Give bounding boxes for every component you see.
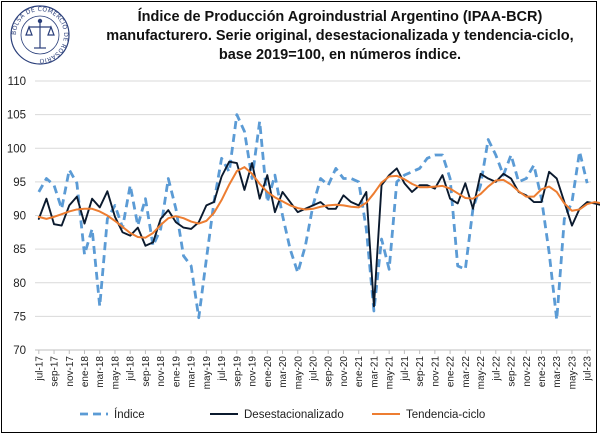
legend-label: Tendencia-ciclo [406, 409, 485, 421]
x-tick-label: sep-17 [50, 356, 61, 387]
x-tick-label: ene-18 [80, 356, 91, 388]
y-tick-label: 95 [13, 177, 26, 189]
series-lines [37, 113, 600, 322]
series-line-desestacionalizado [37, 160, 600, 308]
y-tick-label: 110 [8, 76, 26, 88]
chart-title-line-1: Índice de Producción Agroindustrial Arge… [137, 9, 543, 25]
x-tick-label: may-19 [202, 356, 213, 390]
x-tick-label: nov-20 [339, 356, 350, 387]
y-axis: 70 75 80 85 90 95 100 105 110 [7, 76, 26, 357]
x-tick-label: jul-22 [491, 356, 502, 382]
y-tick-label: 100 [7, 143, 26, 155]
x-tick-label: sep-19 [232, 356, 243, 387]
legend-label: Desestacionalizado [244, 409, 344, 421]
x-tick-label: may-22 [476, 356, 487, 390]
x-tick-label: ene-20 [263, 356, 274, 388]
chart-title: Índice de Producción Agroindustrial Arge… [90, 8, 590, 65]
x-tick-label: nov-21 [430, 356, 441, 387]
series-line--ndice [37, 113, 589, 322]
y-tick-label: 105 [7, 110, 26, 122]
x-tick-label: ene-22 [446, 356, 457, 388]
x-tick-label: ene-19 [171, 356, 182, 388]
x-tick-label: sep-22 [507, 356, 518, 387]
x-tick-label: jul-17 [34, 356, 45, 382]
x-tick-label: jul-18 [126, 356, 137, 382]
x-tick-label: mar-21 [369, 356, 380, 388]
legend: Índice Desestacionalizado Tendencia-ciclo [80, 408, 485, 421]
scales-of-justice-icon [25, 18, 55, 49]
x-tick-label: mar-23 [552, 356, 563, 388]
y-tick-label: 90 [13, 211, 26, 223]
series-line-tendencia-ciclo [37, 166, 600, 239]
x-tick-label: may-21 [385, 356, 396, 390]
x-tick-label: may-18 [110, 356, 121, 390]
x-tick-label: ene-23 [537, 356, 548, 388]
x-tick-label: mar-22 [461, 356, 472, 388]
x-tick-label: jul-20 [309, 356, 320, 382]
x-tick-label: mar-20 [278, 356, 289, 388]
x-tick-label: sep-20 [324, 356, 335, 387]
x-tick-label: may-23 [567, 356, 578, 390]
bolsa-de-comercio-logo: BOLSA DE COMERCIO DE ROSARIO [10, 5, 70, 65]
x-tick-label: mar-19 [187, 356, 198, 388]
x-tick-label: sep-21 [415, 356, 426, 387]
x-tick-label: nov-17 [65, 356, 76, 387]
y-tick-label: 85 [13, 244, 26, 256]
x-axis: jul-17 sep-17 nov-17 ene-18 mar-18 may-18 jul-… [34, 349, 594, 390]
y-tick-label: 70 [13, 345, 26, 357]
chart-title-line-3: base 2019=100, en números índice. [218, 47, 462, 63]
y-tick-label: 75 [13, 311, 26, 323]
x-tick-label: nov-19 [248, 356, 259, 387]
x-tick-label: nov-22 [522, 356, 533, 387]
x-tick-label: nov-18 [156, 356, 167, 387]
chart-title-line-2: manufacturero. Serie original, desestaci… [106, 28, 574, 44]
x-tick-label: jul-23 [583, 356, 594, 382]
x-tick-label: jul-19 [217, 356, 228, 382]
legend-label: Índice [114, 408, 145, 421]
x-tick-label: may-20 [293, 356, 304, 390]
x-tick-label: ene-21 [354, 356, 365, 388]
x-tick-label: mar-18 [95, 356, 106, 388]
x-tick-label: sep-18 [141, 356, 152, 387]
y-tick-label: 80 [13, 278, 26, 290]
x-tick-label: jul-21 [400, 356, 411, 382]
